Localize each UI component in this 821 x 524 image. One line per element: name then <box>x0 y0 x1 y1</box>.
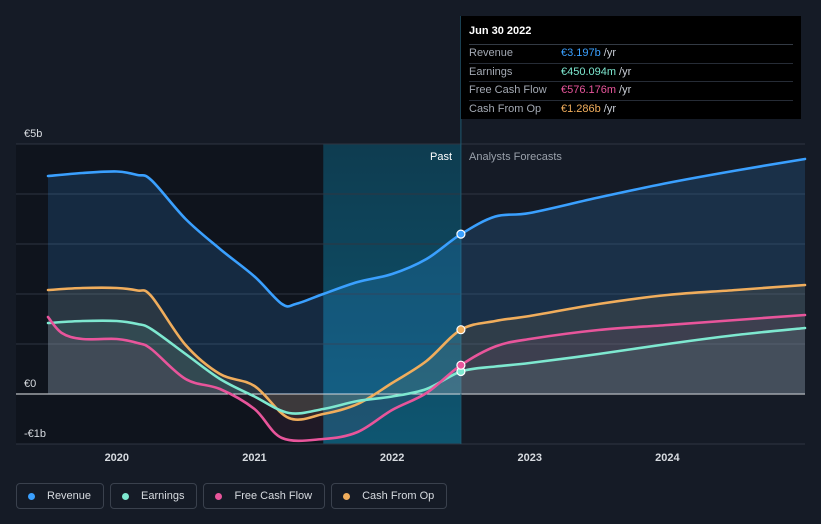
legend-item-earnings[interactable]: Earnings <box>110 483 198 509</box>
series-area-earnings <box>48 320 805 414</box>
legend-item-cash-from-op[interactable]: Cash From Op <box>331 483 448 509</box>
series-marker-revenue <box>456 229 466 239</box>
legend-label: Earnings <box>141 490 185 502</box>
x-tick-label: 2024 <box>655 452 680 464</box>
y-tick-label: €5b <box>24 128 42 140</box>
legend-item-revenue[interactable]: Revenue <box>16 483 105 509</box>
x-tick-label: 2021 <box>242 452 266 464</box>
series-line-earnings <box>46 319 807 415</box>
series-line-cash-from-op <box>46 283 807 421</box>
tooltip-label: Free Cash Flow <box>469 84 547 96</box>
tooltip-row-revenue: Revenue €3.197b/yr <box>469 45 793 64</box>
tooltip-unit: /yr <box>619 84 632 96</box>
tooltip-label: Revenue <box>469 47 514 59</box>
tooltip-unit: /yr <box>619 65 632 78</box>
legend: Revenue Earnings Free Cash Flow Cash From O… <box>16 483 448 509</box>
series-marker-free-cash-flow <box>456 360 466 370</box>
tooltip-unit: /yr <box>603 47 616 59</box>
tooltip-value: €3.197b <box>561 47 601 59</box>
series-line-free-cash-flow <box>46 313 807 443</box>
x-tick-label: 2020 <box>105 452 129 464</box>
y-tick-label: €0 <box>24 378 36 390</box>
series-area-cash-from-op <box>48 285 805 420</box>
legend-label: Cash From Op <box>362 490 435 502</box>
tooltip-value: €1.286b <box>561 102 601 115</box>
tooltip: Jun 30 2022 Revenue €3.197b/yr Earnings €45… <box>461 16 801 119</box>
series-area-revenue <box>48 159 805 394</box>
legend-item-free-cash-flow[interactable]: Free Cash Flow <box>203 483 326 509</box>
series-area-free-cash-flow <box>48 315 805 441</box>
x-tick-label: 2022 <box>380 452 404 464</box>
tooltip-unit: /yr <box>603 102 616 115</box>
tooltip-row-free-cash-flow: Free Cash Flow €576.176m/yr <box>469 82 793 101</box>
legend-dot-icon <box>28 492 35 500</box>
forecast-label: Analysts Forecasts <box>469 151 562 163</box>
tooltip-label: Earnings <box>469 65 513 78</box>
tooltip-label: Cash From Op <box>469 102 542 115</box>
legend-label: Revenue <box>47 490 92 502</box>
tooltip-value: €576.176m <box>561 84 617 96</box>
legend-dot-icon <box>343 492 351 500</box>
x-tick-label: 2023 <box>517 452 541 464</box>
past-label: Past <box>430 151 452 163</box>
legend-dot-icon <box>122 492 130 500</box>
series-line-revenue <box>46 157 807 308</box>
legend-dot-icon <box>215 492 223 500</box>
tooltip-row-earnings: Earnings €450.094m/yr <box>469 64 793 82</box>
y-tick-label: -€1b <box>24 428 46 440</box>
tooltip-value: €450.094m <box>561 65 617 78</box>
tooltip-row-cash-from-op: Cash From Op €1.286b/yr <box>469 101 793 119</box>
series-marker-cash-from-op <box>456 325 466 335</box>
legend-label: Free Cash Flow <box>234 490 313 502</box>
tooltip-date: Jun 30 2022 <box>469 24 793 45</box>
